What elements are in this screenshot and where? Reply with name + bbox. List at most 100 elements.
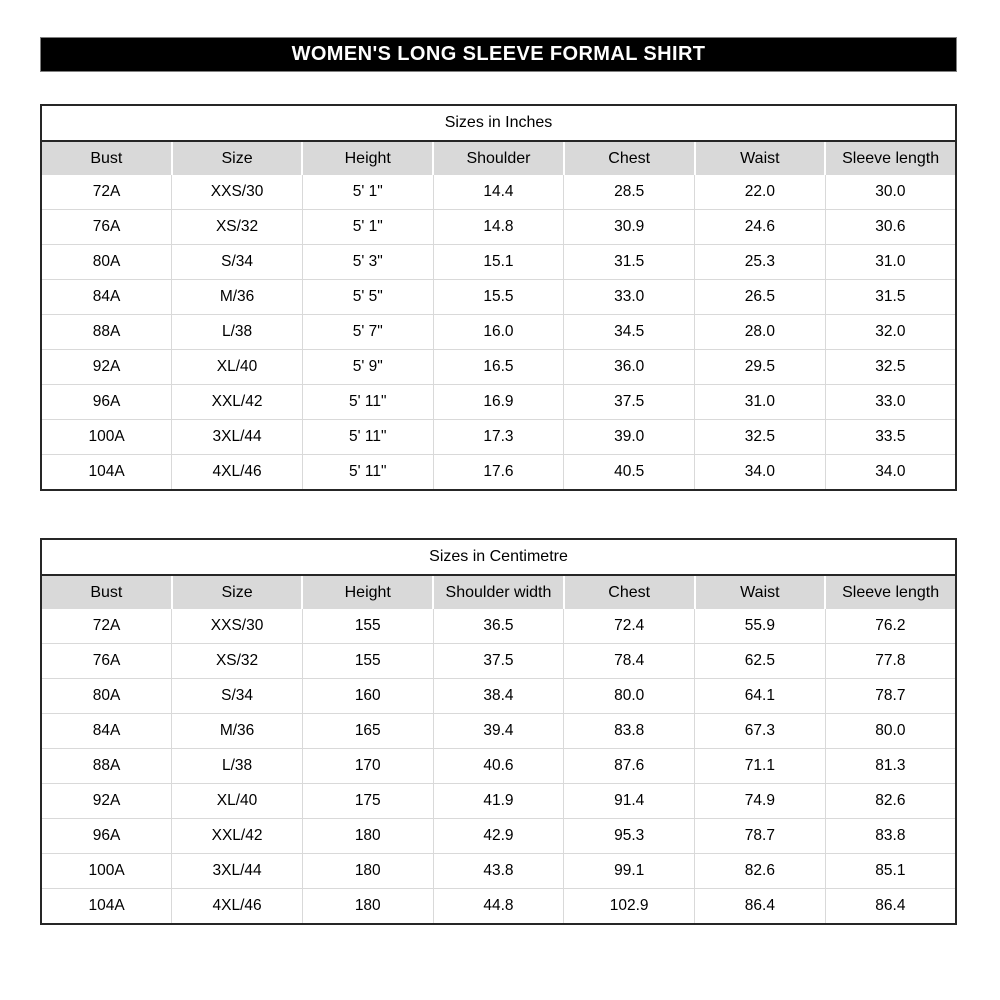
table-cell: 55.9 — [694, 609, 826, 644]
table-header-row: Bust Size Height Shoulder width Chest Waist Sl… — [41, 575, 956, 609]
table-cell: 36.5 — [432, 609, 564, 644]
table-cell: 26.5 — [694, 279, 826, 315]
column-header: Waist — [693, 141, 826, 175]
table-cell: 22.0 — [694, 175, 826, 210]
table-title: Sizes in Inches — [41, 105, 956, 142]
table-cell: 16.0 — [432, 314, 564, 350]
table-cell: 86.4 — [694, 888, 826, 924]
table-cell: 5' 9" — [301, 349, 434, 385]
table-cell: 100A — [41, 419, 172, 455]
inches-table-container: Sizes in Inches Bust Size Height Shoulder Che… — [40, 104, 957, 491]
table-cell: 40.5 — [563, 454, 695, 490]
table-cell: 36.0 — [563, 349, 695, 385]
table-cell: 78.4 — [563, 643, 695, 679]
table-cell: 165 — [301, 713, 434, 749]
table-cell: 32.0 — [824, 314, 956, 350]
table-cell: 33.5 — [824, 419, 956, 455]
table-cell: 67.3 — [694, 713, 826, 749]
table-cell: 104A — [41, 454, 172, 490]
column-header: Sleeve length — [824, 141, 956, 175]
table-cell: 96A — [41, 384, 172, 420]
table-row: 96A XXL/42 5' 11" 16.9 37.5 31.0 33.0 — [41, 384, 956, 420]
table-row: 100A 3XL/44 5' 11" 17.3 39.0 32.5 33.5 — [41, 419, 956, 455]
table-cell: 3XL/44 — [171, 853, 303, 889]
table-cell: 85.1 — [824, 853, 956, 889]
table-cell: 15.1 — [432, 244, 564, 280]
table-cell: 74.9 — [694, 783, 826, 819]
table-cell: 31.5 — [563, 244, 695, 280]
table-row: 92A XL/40 175 41.9 91.4 74.9 82.6 — [41, 783, 956, 819]
table-cell: 34.0 — [824, 454, 956, 490]
table-cell: 30.6 — [824, 209, 956, 245]
column-header: Size — [170, 575, 303, 609]
table-cell: 175 — [301, 783, 434, 819]
table-cell: 39.0 — [563, 419, 695, 455]
table-cell: 37.5 — [432, 643, 564, 679]
centimetre-table-container: Sizes in Centimetre Bust Size Height Shoulde… — [40, 538, 957, 925]
table-cell: 72A — [92, 617, 121, 634]
table-header-row: Bust Size Height Shoulder Chest Waist Sleeve l… — [41, 141, 956, 175]
table-row: 88A L/38 5' 7" 16.0 34.5 28.0 32.0 — [41, 314, 956, 350]
table-title-row: Sizes in Centimetre — [41, 539, 956, 576]
table-cell: 87.6 — [563, 748, 695, 784]
table-cell: XXL/42 — [171, 818, 303, 854]
table-cell: XL/40 — [171, 349, 303, 385]
table-row: 104A 4XL/46 5' 11" 17.6 40.5 34.0 34.0 — [41, 454, 956, 490]
product-title-bar: WOMEN'S LONG SLEEVE FORMAL SHIRT — [40, 37, 957, 72]
table-cell: 5' 1" — [301, 175, 434, 210]
table-cell: 180 — [301, 853, 434, 889]
column-header: Height — [301, 141, 434, 175]
table-row: 104A 4XL/46 180 44.8 102.9 86.4 86.4 — [41, 888, 956, 924]
table-cell: 88A — [41, 314, 172, 350]
table-cell: 80A — [41, 678, 172, 714]
table-cell: 82.6 — [694, 853, 826, 889]
tables-container: Sizes in Inches Bust Size Height Shoulder Che… — [40, 104, 957, 925]
table-cell: 16.5 — [432, 349, 564, 385]
table-row: 100A 3XL/44 180 43.8 99.1 82.6 85.1 — [41, 853, 956, 889]
table-cell: 76A — [41, 643, 172, 679]
table-cell: XL/40 — [171, 783, 303, 819]
table-cell: 84A — [41, 713, 172, 749]
column-header: Shoulder width — [432, 575, 564, 609]
table-title-row: Sizes in Inches — [41, 105, 956, 142]
table-cell: 83.8 — [563, 713, 695, 749]
table-cell: 40.6 — [432, 748, 564, 784]
table-cell: 92A — [41, 349, 172, 385]
table-cell: 76A — [41, 209, 172, 245]
table-cell: 102.9 — [563, 888, 695, 924]
table-cell: M/36 — [171, 279, 303, 315]
table-cell: 84A — [41, 279, 172, 315]
table-cell: 3XL/44 — [171, 419, 303, 455]
table-cell: XXS/30 — [171, 175, 303, 210]
table-cell: 32.5 — [694, 419, 826, 455]
table-cell: 72A — [92, 183, 121, 200]
column-header: Size — [170, 141, 303, 175]
table-row: 80A S/34 5' 3" 15.1 31.5 25.3 31.0 — [41, 244, 956, 280]
table-cell: 96A — [41, 818, 172, 854]
table-cell: 170 — [301, 748, 434, 784]
table-row: 72A XXS/30 5' 1" 14.4 28.5 22.0 30.0 — [41, 175, 956, 210]
table-cell: 38.4 — [432, 678, 564, 714]
table-cell: 16.9 — [432, 384, 564, 420]
column-header: Chest — [562, 575, 695, 609]
table-cell: 83.8 — [824, 818, 956, 854]
table-cell: 4XL/46 — [171, 454, 303, 490]
table-cell: 62.5 — [694, 643, 826, 679]
column-header: Height — [301, 575, 434, 609]
table-row: 84A M/36 165 39.4 83.8 67.3 80.0 — [41, 713, 956, 749]
table-cell: 5' 1" — [301, 209, 434, 245]
table-cell: 80A — [41, 244, 172, 280]
table-cell: 82.6 — [824, 783, 956, 819]
table-cell: 100A — [41, 853, 172, 889]
table-cell: 5' 5" — [301, 279, 434, 315]
table-cell: 80.0 — [563, 678, 695, 714]
table-cell: 17.6 — [432, 454, 564, 490]
table-row: 92A XL/40 5' 9" 16.5 36.0 29.5 32.5 — [41, 349, 956, 385]
table-cell: 76.2 — [824, 609, 956, 644]
table-cell: 44.8 — [432, 888, 564, 924]
table-row: 72A XXS/30 155 36.5 72.4 55.9 76.2 — [41, 609, 956, 644]
table-cell: 25.3 — [694, 244, 826, 280]
column-header: Sleeve length — [824, 575, 956, 609]
table-cell: 43.8 — [432, 853, 564, 889]
table-cell: XXL/42 — [171, 384, 303, 420]
